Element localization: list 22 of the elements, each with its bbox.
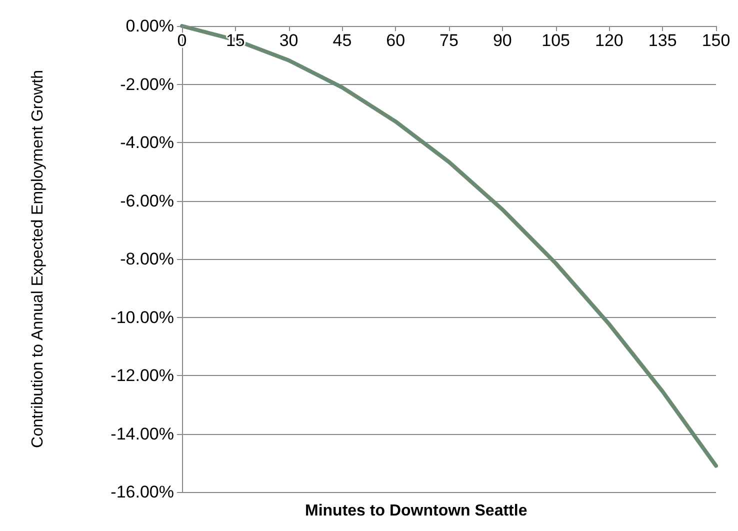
- x-tick-label: 0: [177, 31, 187, 50]
- x-axis-title: Minutes to Downtown Seattle: [305, 502, 528, 520]
- y-tick-label: -6.00%: [120, 191, 174, 210]
- y-tick-label: -12.00%: [110, 366, 174, 385]
- y-tick-label: -4.00%: [120, 133, 174, 152]
- y-tick-label: 0.00%: [126, 16, 174, 36]
- x-tick-label: 90: [492, 31, 512, 50]
- x-tick-label: 105: [542, 31, 570, 50]
- x-tick-label: 30: [279, 31, 298, 50]
- y-tick-label: -10.00%: [110, 308, 174, 327]
- x-tick-label: 15: [226, 31, 245, 50]
- y-axis-title: Contribution to Annual Expected Employment Growth: [30, 70, 46, 448]
- x-tick-label: 150: [702, 31, 730, 50]
- y-tick-label: -2.00%: [120, 74, 174, 94]
- x-tick-label: 75: [440, 31, 458, 50]
- x-tick-label: 135: [648, 31, 677, 50]
- x-tick-label: 120: [595, 31, 624, 50]
- x-tick-label: 45: [332, 31, 352, 50]
- x-tick-label: 60: [386, 31, 406, 50]
- y-tick-label: -8.00%: [120, 250, 174, 268]
- y-tick-label: -16.00%: [110, 482, 174, 502]
- y-tick-label: -14.00%: [110, 424, 174, 444]
